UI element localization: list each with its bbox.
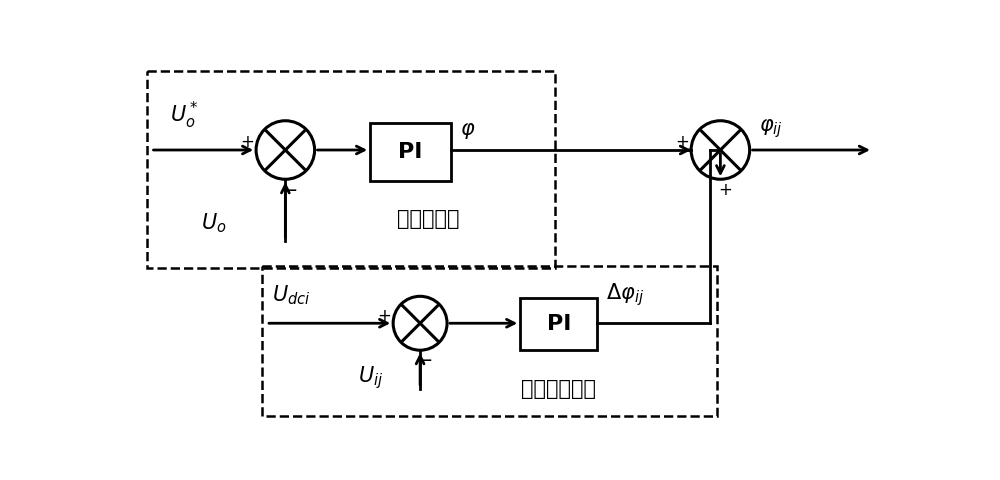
Text: +: + [240, 133, 254, 151]
Text: PI: PI [547, 314, 571, 334]
Text: 总有功控制: 总有功控制 [397, 209, 459, 229]
Text: −: − [282, 180, 298, 200]
Circle shape [256, 121, 315, 179]
Text: $U_o$: $U_o$ [201, 211, 226, 235]
Bar [370, 123, 451, 181]
Text: $U_{ij}$: $U_{ij}$ [358, 364, 384, 391]
Bar [262, 265, 717, 416]
Bar [520, 298, 597, 350]
Text: $\varphi_{ij}$: $\varphi_{ij}$ [759, 117, 783, 140]
Circle shape [393, 296, 447, 350]
Text: $\varphi$: $\varphi$ [460, 121, 476, 141]
Bar [147, 72, 555, 268]
Text: PI: PI [398, 142, 423, 162]
Text: +: + [718, 181, 732, 199]
Text: $U_{dci}$: $U_{dci}$ [272, 283, 311, 307]
Text: −: − [417, 351, 433, 371]
Text: 功率均衡控制: 功率均衡控制 [521, 379, 596, 399]
Circle shape [691, 121, 750, 179]
Text: $\Delta\varphi_{ij}$: $\Delta\varphi_{ij}$ [606, 281, 645, 308]
Text: +: + [377, 307, 391, 324]
Text: $U_o^*$: $U_o^*$ [170, 100, 198, 131]
Text: +: + [675, 133, 689, 151]
